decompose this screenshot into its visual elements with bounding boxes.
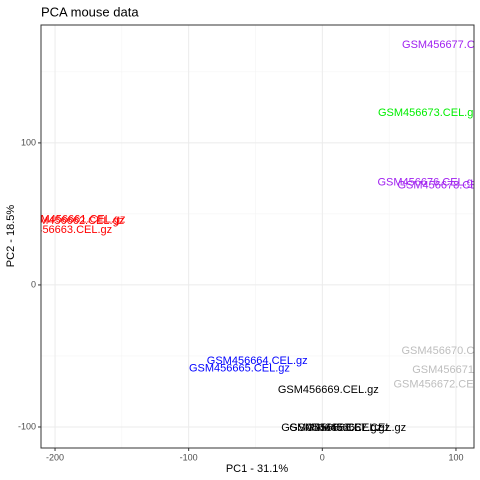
x-tick-label: 0	[320, 452, 325, 462]
point-label: GSM456661.CEL.gz	[25, 214, 126, 226]
y-axis-label: PC2 - 18.5%	[5, 205, 17, 268]
panel-border	[40, 24, 475, 449]
grid	[41, 25, 474, 448]
chart-title: PCA mouse data	[41, 4, 139, 19]
y-tick-label: -100	[18, 421, 36, 431]
point-label: GSM456668.CEL.gz	[289, 422, 390, 434]
point-label: GSM456670.CEL.gz	[402, 345, 480, 357]
point-label: GSM456672.CEL.gz	[393, 378, 480, 390]
point-label: GSM456667.CEL.gz	[305, 422, 406, 434]
x-axis-label: PC1 - 31.1%	[226, 463, 289, 475]
point-label: GSM456662.CEL.gz	[23, 215, 124, 227]
point-label: GSM456666.CEL.gz	[281, 422, 382, 434]
x-tick-label: -100	[180, 452, 198, 462]
point-label: GSM456676.CEL.gz	[377, 177, 478, 189]
point-label: GSM456665.CEL.gz	[189, 363, 290, 375]
point-label: GSM456678.CEL.gz	[397, 179, 480, 191]
point-label: GSM456671.CEL.gz	[412, 364, 480, 376]
point-label: GSM456664.CEL.gz	[207, 355, 308, 367]
point-label: GSM456677.CEL.gz	[402, 39, 480, 51]
x-tick-label: -200	[46, 452, 64, 462]
point-label: GSM456663.CEL.gz	[11, 224, 112, 236]
x-tick-label: 100	[448, 452, 463, 462]
axes: -200 -100 0 100 -100 0 100	[18, 137, 463, 462]
point-label: GSM456669.CEL.gz	[278, 384, 379, 396]
y-tick-label: 0	[31, 279, 36, 289]
panel	[41, 25, 474, 448]
point-label: GSM456673.CEL.gz	[378, 107, 479, 119]
labels: GSM456661.CEL.gzGSM456662.CEL.gzGSM45666…	[11, 39, 480, 434]
y-tick-label: 100	[21, 137, 36, 147]
